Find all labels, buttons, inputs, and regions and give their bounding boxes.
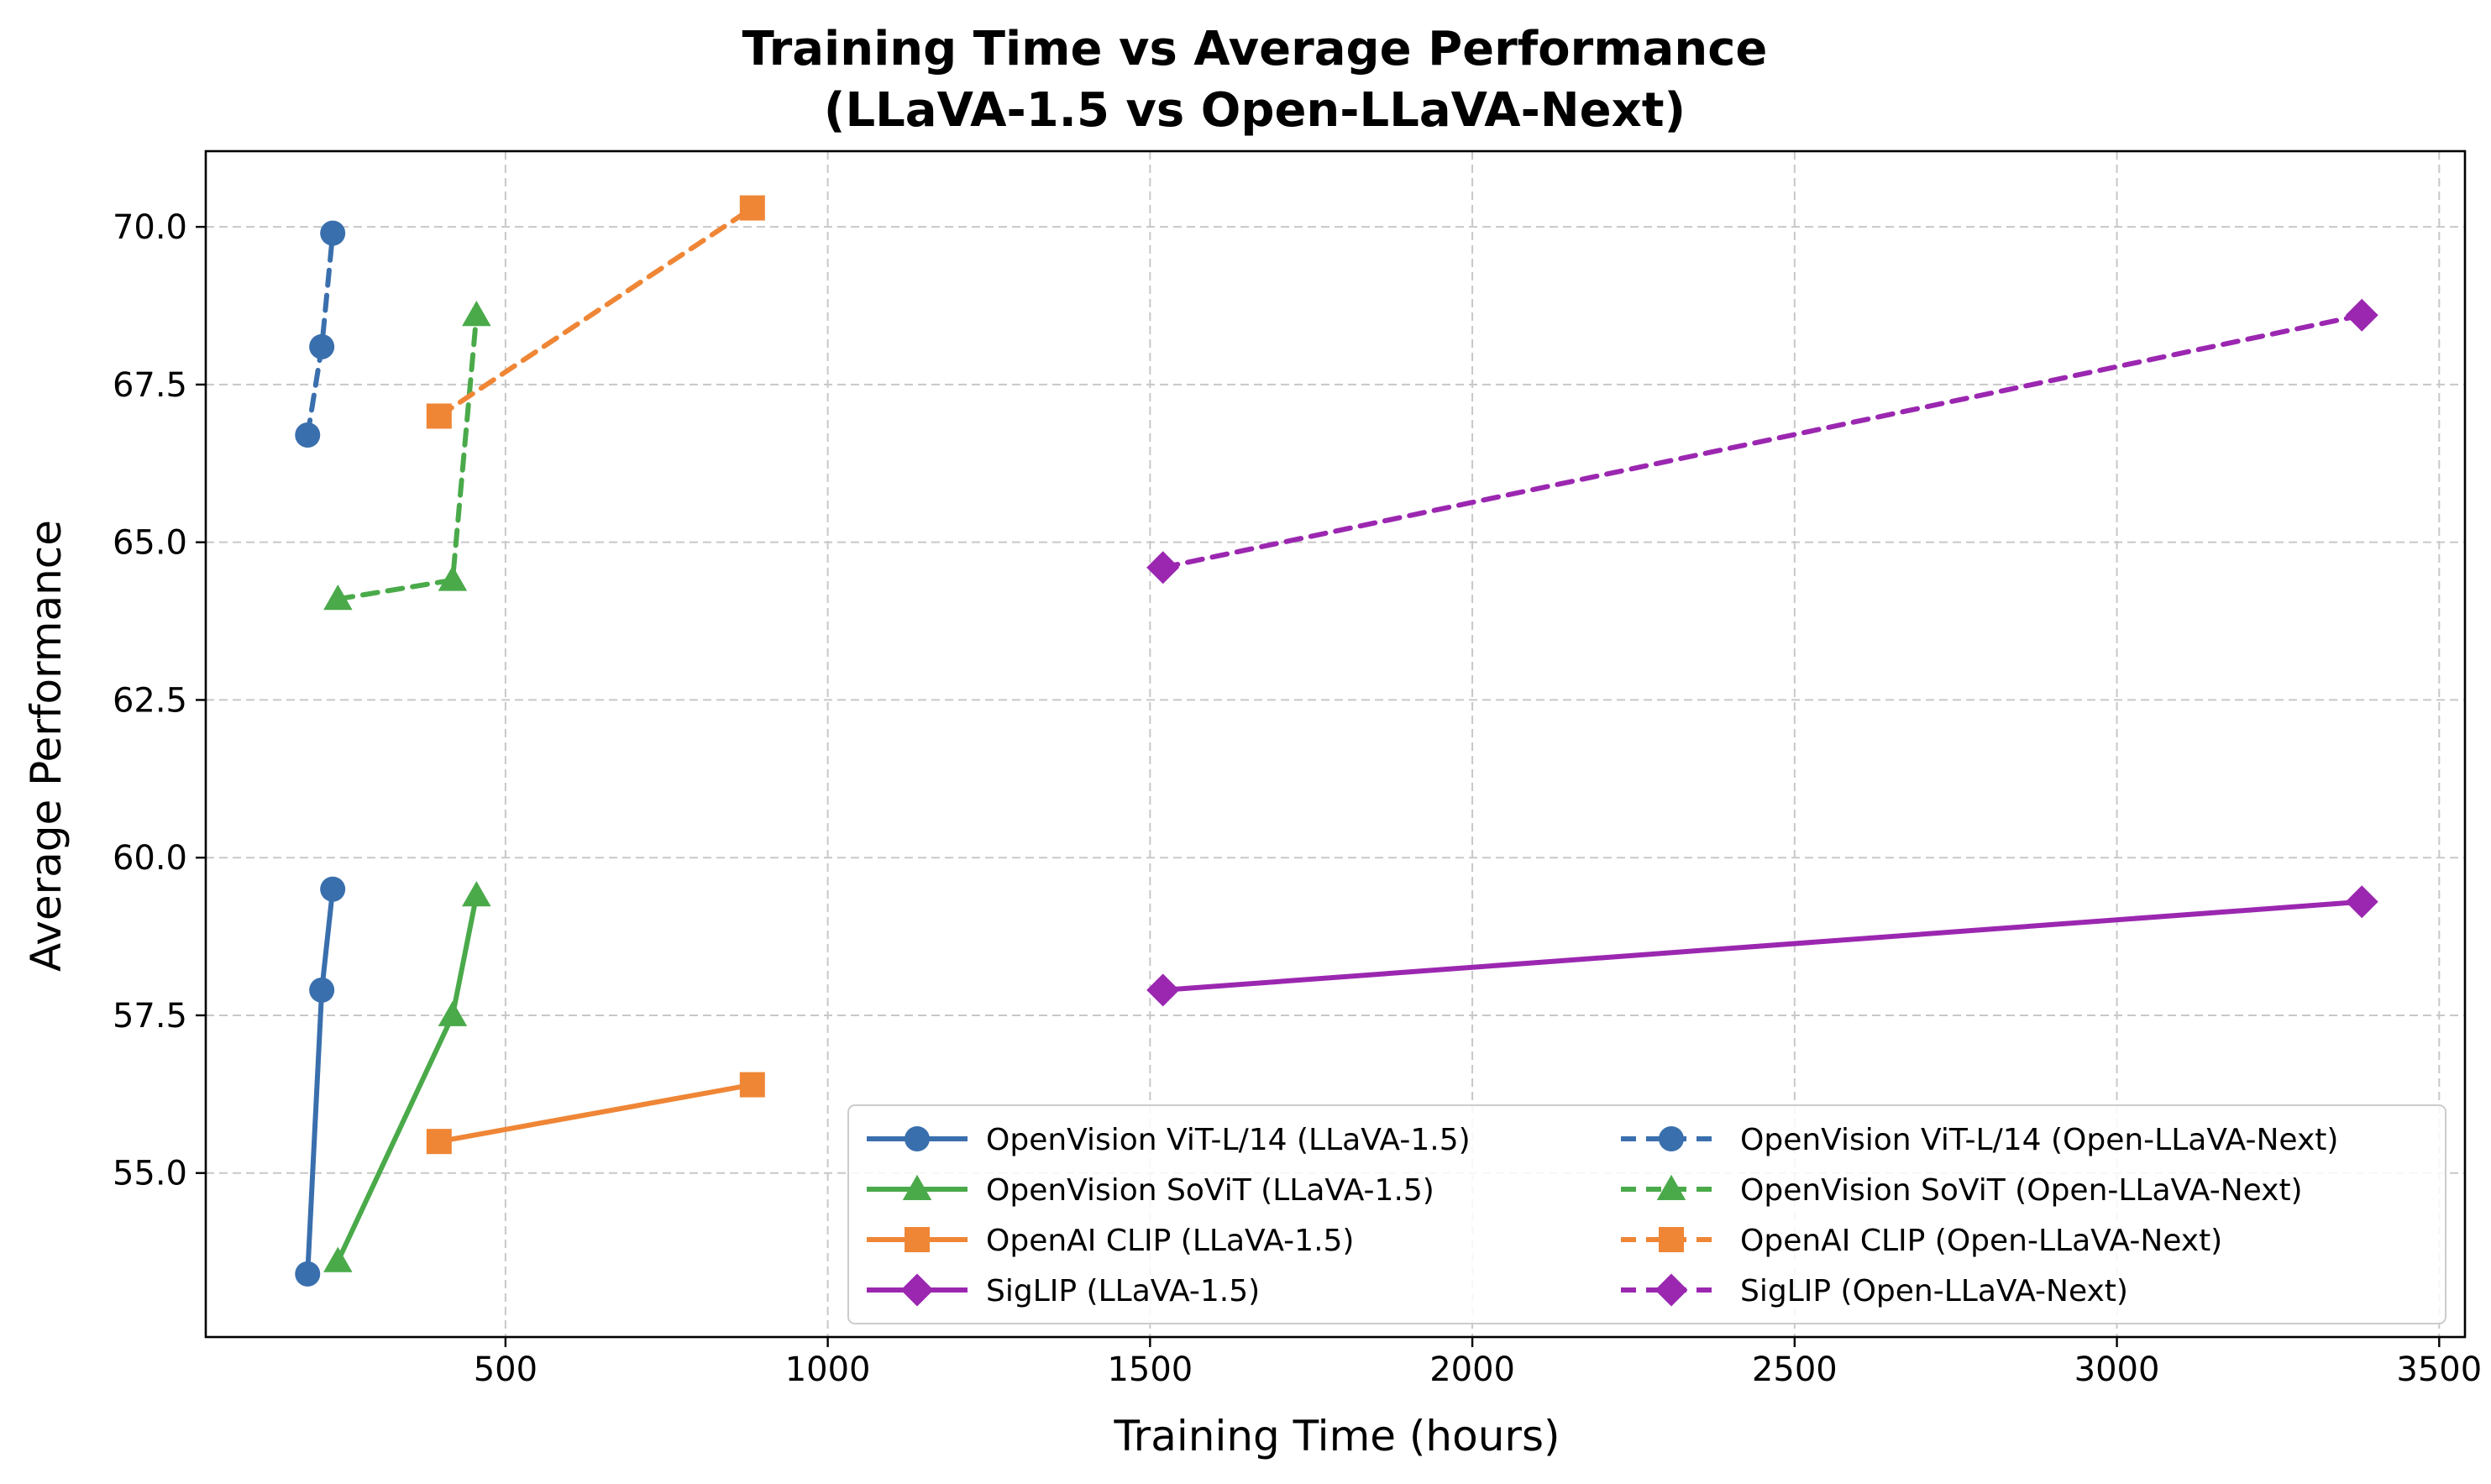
data-point — [295, 422, 321, 448]
plot-frame — [204, 149, 2467, 1339]
legend-label: OpenAI CLIP (Open-LLaVA-Next) — [1740, 1224, 2222, 1258]
data-point — [2345, 885, 2378, 919]
legend-label: OpenVision SoViT (LLaVA-1.5) — [986, 1173, 1434, 1208]
legend-item: SigLIP (Open-LLaVA-Next) — [1621, 1273, 2128, 1308]
legend-label: OpenVision SoViT (Open-LLaVA-Next) — [1740, 1173, 2303, 1208]
legend-label: OpenAI CLIP (LLaVA-1.5) — [986, 1224, 1354, 1258]
legend-marker — [902, 1174, 932, 1200]
series-line — [436, 205, 755, 419]
y-tick-label: 57.5 — [113, 997, 187, 1036]
y-tick-label: 62.5 — [113, 681, 187, 720]
series-line — [1160, 899, 2365, 993]
legend: OpenVision ViT-L/14 (LLaVA-1.5) OpenVisio… — [847, 1104, 2446, 1324]
data-point — [426, 403, 452, 429]
legend-item: OpenVision ViT-L/14 (LLaVA-1.5) — [867, 1123, 1471, 1157]
legend-item: OpenAI CLIP (LLaVA-1.5) — [867, 1224, 1354, 1258]
data-point — [323, 1246, 353, 1272]
y-tick-label: 55.0 — [113, 1155, 187, 1193]
legend-item: SigLIP (LLaVA-1.5) — [867, 1273, 1260, 1308]
y-tick-label: 60.0 — [113, 839, 187, 878]
series-7 — [426, 195, 765, 429]
legend-label: OpenVision ViT-L/14 (Open-LLaVA-Next) — [1740, 1123, 2338, 1157]
chart-title-line1: Training Time vs Average Performance — [742, 22, 1768, 76]
x-tick-label: 500 — [474, 1350, 538, 1389]
data-point — [1146, 551, 1180, 585]
legend-item: OpenVision SoViT (LLaVA-1.5) — [867, 1173, 1434, 1208]
data-point — [309, 977, 335, 1003]
legend-marker — [1659, 1126, 1684, 1151]
x-tick-label: 3500 — [2396, 1350, 2482, 1389]
data-point — [739, 195, 765, 221]
series-2 — [323, 881, 491, 1272]
legend-marker — [1655, 1273, 1688, 1307]
legend-label: SigLIP (LLaVA-1.5) — [986, 1274, 1260, 1308]
data-point — [295, 1261, 321, 1287]
data-point — [462, 301, 491, 327]
series-line — [436, 1082, 755, 1145]
series-8 — [1146, 298, 2378, 585]
x-tick-label: 3000 — [2074, 1350, 2160, 1389]
y-axis-label: Average Performance — [22, 520, 71, 972]
legend-label: OpenVision ViT-L/14 (LLaVA-1.5) — [986, 1123, 1471, 1157]
x-tick-label: 2000 — [1429, 1350, 1515, 1389]
data-point — [323, 585, 353, 611]
y-tick-label: 67.5 — [113, 366, 187, 405]
legend-item: OpenVision ViT-L/14 (Open-LLaVA-Next) — [1621, 1123, 2338, 1157]
legend-marker — [1656, 1174, 1686, 1200]
chart-title-line2: (LLaVA-1.5 vs Open-LLaVA-Next) — [824, 83, 1686, 138]
legend-marker — [905, 1227, 930, 1252]
data-point — [1146, 973, 1180, 1007]
legend-marker — [905, 1126, 930, 1151]
y-tick-label: 65.0 — [113, 524, 187, 563]
ticks: 500 1000 1500 2000 2500 3000 3500 55.0 57.5 60.0 6… — [113, 208, 2482, 1389]
series-6 — [323, 301, 491, 611]
x-tick-label: 2500 — [1752, 1350, 1838, 1389]
data-point — [438, 565, 468, 591]
data-point — [2345, 298, 2378, 332]
legend-box — [847, 1104, 2446, 1324]
data-point — [320, 876, 346, 902]
data-point — [739, 1072, 765, 1098]
series-4 — [1146, 885, 2378, 1007]
series-layer — [295, 195, 2378, 1287]
x-axis-label: Training Time (hours) — [1113, 1412, 1560, 1460]
legend-item: OpenVision SoViT (Open-LLaVA-Next) — [1621, 1173, 2303, 1208]
data-point — [309, 333, 335, 359]
y-tick-label: 70.0 — [113, 208, 187, 247]
data-point — [320, 220, 346, 246]
data-point — [426, 1129, 452, 1155]
series-5 — [295, 220, 346, 448]
x-tick-label: 1000 — [785, 1350, 871, 1389]
x-tick-label: 1500 — [1107, 1350, 1193, 1389]
series-1 — [295, 876, 346, 1287]
legend-label: SigLIP (Open-LLaVA-Next) — [1740, 1274, 2128, 1308]
series-line — [1160, 312, 2365, 570]
series-3 — [426, 1072, 765, 1155]
legend-item: OpenAI CLIP (Open-LLaVA-Next) — [1621, 1224, 2222, 1258]
legend-marker — [1659, 1227, 1684, 1252]
data-point — [438, 1000, 468, 1026]
data-point — [462, 881, 491, 907]
legend-marker — [900, 1273, 934, 1307]
